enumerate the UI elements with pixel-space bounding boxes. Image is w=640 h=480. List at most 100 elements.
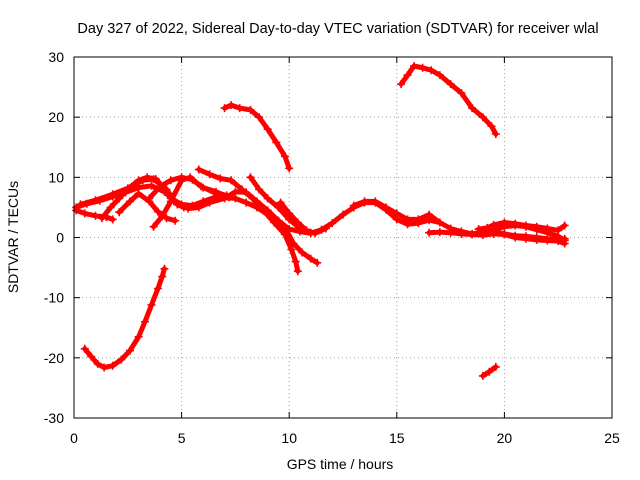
data-point-marker xyxy=(263,125,272,134)
data-point-marker xyxy=(446,228,455,237)
data-point-marker xyxy=(158,212,167,221)
data-point-marker xyxy=(382,203,390,212)
data-point-marker xyxy=(371,197,380,206)
data-point-marker xyxy=(435,218,444,227)
data-point-marker xyxy=(457,229,466,238)
data-point-marker xyxy=(478,371,487,380)
data-point-marker xyxy=(285,164,294,173)
data-point-marker xyxy=(392,209,401,218)
data-point-marker xyxy=(276,198,285,207)
data-point-marker xyxy=(270,218,279,227)
data-point-marker xyxy=(403,71,412,80)
data-point-marker xyxy=(126,197,134,206)
series-arc-12 xyxy=(276,198,330,238)
data-point-marker xyxy=(246,105,255,114)
data-point-marker xyxy=(235,104,244,113)
y-tick-label: 30 xyxy=(48,49,64,65)
data-point-marker xyxy=(76,200,85,209)
data-point-marker xyxy=(274,203,283,212)
data-point-marker xyxy=(489,227,498,236)
y-ticks: -30 -20 -10 0 10 20 30 xyxy=(44,49,612,426)
data-point-marker xyxy=(425,210,434,219)
data-point-marker xyxy=(242,198,251,207)
data-point-marker xyxy=(134,189,143,198)
x-tick-label: 5 xyxy=(178,430,186,446)
data-point-marker xyxy=(280,152,289,161)
data-point-marker xyxy=(414,215,423,224)
data-point-marker xyxy=(91,196,100,205)
data-point-marker xyxy=(302,226,311,235)
data-point-marker xyxy=(511,219,520,228)
x-tick-label: 10 xyxy=(281,430,297,446)
y-tick-label: -30 xyxy=(44,410,64,426)
data-point-marker xyxy=(500,218,509,227)
data-point-marker xyxy=(255,185,264,194)
y-tick-label: 10 xyxy=(48,169,64,185)
data-point-marker xyxy=(285,209,294,218)
data-point-marker xyxy=(108,215,117,224)
data-point-marker xyxy=(147,181,156,190)
data-point-marker xyxy=(311,229,319,238)
series-arc-10 xyxy=(220,101,294,173)
data-point-marker xyxy=(117,355,126,364)
series-arc-2 xyxy=(72,206,117,224)
data-point-marker xyxy=(153,284,162,293)
data-point-marker xyxy=(532,233,541,242)
data-point-marker xyxy=(313,258,322,267)
data-point-marker xyxy=(491,130,500,138)
data-point-marker xyxy=(410,62,418,70)
data-point-marker xyxy=(141,317,149,326)
data-point-marker xyxy=(134,176,143,185)
data-point-marker xyxy=(491,362,500,371)
data-point-marker xyxy=(153,207,162,216)
data-point-marker xyxy=(521,232,530,241)
data-point-marker xyxy=(485,367,494,376)
data-point-marker xyxy=(478,231,487,240)
data-point-marker xyxy=(134,332,143,341)
grid xyxy=(74,57,612,418)
data-point-marker xyxy=(403,215,412,224)
series-arc-16 xyxy=(474,218,569,235)
data-point-marker xyxy=(360,197,369,206)
data-point-marker xyxy=(205,170,214,179)
data-point-marker xyxy=(397,80,406,89)
data-point-marker xyxy=(160,264,169,273)
y-tick-label: 20 xyxy=(48,109,64,125)
data-point-marker xyxy=(177,173,186,182)
data-point-marker xyxy=(532,222,541,231)
data-point-marker xyxy=(98,214,106,223)
data-point-marker xyxy=(188,175,197,184)
chart-title: Day 327 of 2022, Sidereal Day-to-day VTE… xyxy=(77,21,598,37)
series-arc-18 xyxy=(478,362,500,380)
data-point-marker xyxy=(560,234,569,243)
series-band xyxy=(222,102,292,171)
data-point-marker xyxy=(468,230,477,239)
data-point-marker xyxy=(143,173,152,182)
data-point-marker xyxy=(106,203,115,212)
data-point-marker xyxy=(500,229,509,238)
data-point-marker xyxy=(108,361,117,370)
x-tick-label: 0 xyxy=(70,430,78,446)
x-ticks: 0 5 10 15 20 25 xyxy=(70,57,620,446)
series-arc-14 xyxy=(397,62,500,138)
data-point-marker xyxy=(194,203,203,212)
series-arc-17 xyxy=(489,227,569,244)
data-point-marker xyxy=(80,209,89,218)
data-point-marker xyxy=(339,210,347,219)
series-arc-8 xyxy=(145,173,233,203)
x-tick-label: 25 xyxy=(604,430,620,446)
data-point-marker xyxy=(349,201,358,210)
data-point-marker xyxy=(259,206,268,215)
data-point-marker xyxy=(115,208,124,217)
series-arc-1 xyxy=(80,264,169,372)
data-point-marker xyxy=(93,359,102,368)
data-point-marker xyxy=(543,234,552,243)
data-point-marker xyxy=(446,80,455,89)
data-point-marker xyxy=(328,219,337,228)
data-point-marker xyxy=(418,63,427,72)
data-point-marker xyxy=(173,200,182,209)
data-point-marker xyxy=(468,104,477,113)
data-point-marker xyxy=(306,254,315,263)
data-point-marker xyxy=(227,176,236,185)
